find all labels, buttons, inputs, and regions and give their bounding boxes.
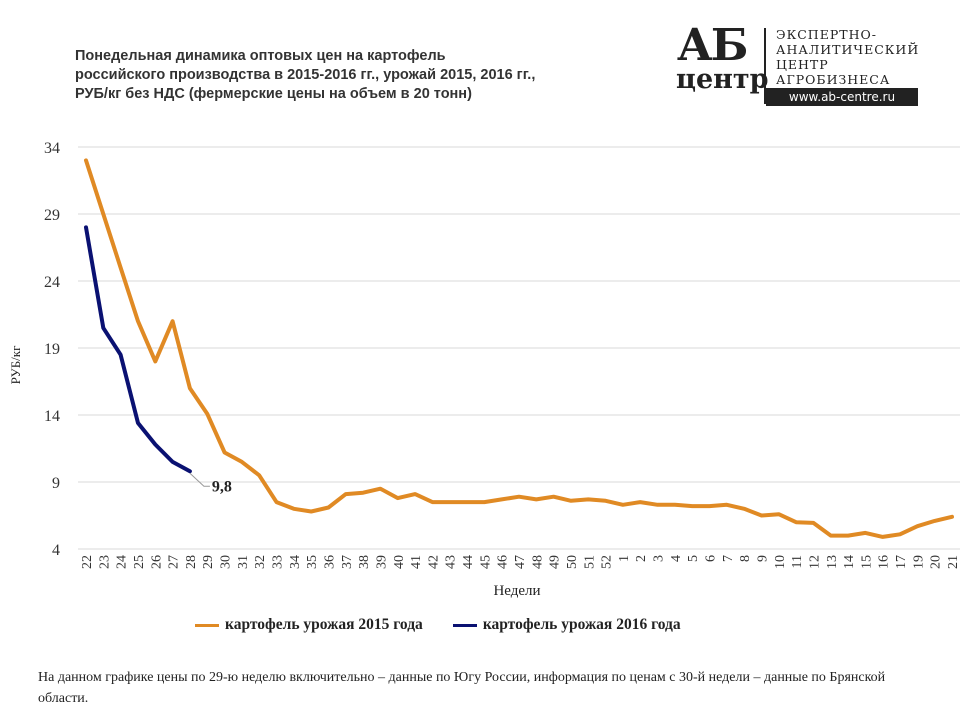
logo-divider xyxy=(764,28,766,104)
x-tick-label: 8 xyxy=(738,555,753,562)
footnote: На данном графике цены по 29-ю неделю вк… xyxy=(38,670,886,706)
x-tick-label: 16 xyxy=(877,555,892,569)
x-axis-label: Недели xyxy=(493,583,540,599)
title-line: РУБ/кг без НДС (фермерские цены на объем… xyxy=(75,86,472,102)
y-tick-label: 9 xyxy=(52,475,60,492)
x-tick-label: 21 xyxy=(946,555,960,569)
x-tick-label: 40 xyxy=(392,555,407,569)
logo-line: АГРОБИЗНЕСА xyxy=(776,72,891,87)
y-tick-label: 4 xyxy=(52,542,60,559)
x-tick-label: 41 xyxy=(409,555,424,569)
x-tick-label: 26 xyxy=(149,555,164,569)
x-tick-label: 33 xyxy=(271,555,286,569)
legend-label: картофель урожая 2016 года xyxy=(482,616,681,633)
x-tick-label: 47 xyxy=(513,555,528,569)
x-tick-label: 29 xyxy=(201,555,216,569)
annotation-leader xyxy=(189,472,210,487)
x-tick-label: 42 xyxy=(426,555,441,569)
x-tick-label: 52 xyxy=(600,555,615,569)
x-tick-label: 49 xyxy=(548,555,563,569)
x-tick-label: 27 xyxy=(167,555,182,569)
x-tick-label: 34 xyxy=(288,555,303,569)
x-tick-label: 7 xyxy=(721,555,736,562)
x-tick-label: 20 xyxy=(929,555,944,569)
x-tick-label: 17 xyxy=(894,555,909,569)
x-tick-label: 15 xyxy=(859,555,874,569)
x-tick-label: 19 xyxy=(911,555,926,569)
x-tick-label: 24 xyxy=(115,555,130,569)
x-tick-label: 23 xyxy=(97,555,112,569)
x-tick-label: 2 xyxy=(634,555,649,562)
x-tick-label: 46 xyxy=(496,555,511,569)
logo-line: ЭКСПЕРТНО- xyxy=(776,27,877,42)
series-line-2016 xyxy=(84,225,192,474)
legend-item-2015: картофель урожая 2015 года xyxy=(195,616,423,634)
x-tick-label: 28 xyxy=(184,555,199,569)
x-tick-label: 39 xyxy=(374,555,389,569)
y-tick-label: 29 xyxy=(44,207,60,224)
x-tick-label: 35 xyxy=(305,555,320,569)
ab-centre-logo: АБ центр ЭКСПЕРТНО- АНАЛИТИЧЕСКИЙ ЦЕНТР … xyxy=(672,20,922,106)
x-tick-label: 48 xyxy=(530,555,545,569)
legend-label: картофель урожая 2015 года xyxy=(225,616,423,633)
x-tick-label: 38 xyxy=(357,555,372,569)
logo-url: www.ab-centre.ru xyxy=(766,88,918,106)
y-tick-label: 19 xyxy=(44,341,60,358)
y-tick-label: 14 xyxy=(44,408,60,425)
legend: картофель урожая 2015 года картофель уро… xyxy=(195,616,681,634)
x-tick-label: 14 xyxy=(842,555,857,569)
x-tick-label: 45 xyxy=(478,555,493,569)
logo-sub: центр xyxy=(676,64,769,95)
data-label: 9,8 xyxy=(212,478,232,495)
legend-item-2016: картофель урожая 2016 года xyxy=(452,616,681,634)
x-tick-label: 37 xyxy=(340,555,355,569)
title-line: российского производства в 2015-2016 гг.… xyxy=(75,67,536,83)
y-tick-label: 24 xyxy=(44,274,60,291)
x-tick-label: 36 xyxy=(322,555,337,569)
x-tick-label: 22 xyxy=(80,555,95,569)
x-tick-label: 3 xyxy=(652,555,667,562)
legend-swatch xyxy=(195,623,219,627)
y-axis-label: РУБ/кг xyxy=(8,346,23,385)
x-tick-label: 43 xyxy=(444,555,459,569)
logo-line: ЦЕНТР xyxy=(776,57,829,72)
x-tick-label: 32 xyxy=(253,555,268,569)
x-tick-label: 51 xyxy=(582,555,597,569)
title-line: Понедельная динамика оптовых цен на карт… xyxy=(75,48,446,64)
x-tick-label: 1 xyxy=(617,555,632,562)
x-tick-label: 13 xyxy=(825,555,840,569)
x-tick-label: 25 xyxy=(132,555,147,569)
logo-text: ЭКСПЕРТНО- АНАЛИТИЧЕСКИЙ ЦЕНТР АГРОБИЗНЕ… xyxy=(776,27,919,87)
logo-mark: АБ xyxy=(677,20,748,71)
x-tick-label: 4 xyxy=(669,555,684,562)
x-tick-label: 50 xyxy=(565,555,580,569)
x-tick-label: 6 xyxy=(704,555,719,562)
x-tick-label: 11 xyxy=(790,555,805,568)
x-tick-label: 9 xyxy=(755,555,770,562)
x-tick-label: 12 xyxy=(807,555,822,569)
legend-swatch xyxy=(452,623,477,627)
x-tick-label: 44 xyxy=(461,555,476,569)
chart-title: Понедельная динамика оптовых цен на карт… xyxy=(75,47,635,104)
y-tick-label: 34 xyxy=(44,140,60,157)
x-tick-label: 10 xyxy=(773,555,788,569)
logo-line: АНАЛИТИЧЕСКИЙ xyxy=(776,42,920,57)
x-tick-label: 31 xyxy=(236,555,251,569)
x-tick-label: 5 xyxy=(686,555,701,562)
x-tick-label: 30 xyxy=(219,555,234,569)
